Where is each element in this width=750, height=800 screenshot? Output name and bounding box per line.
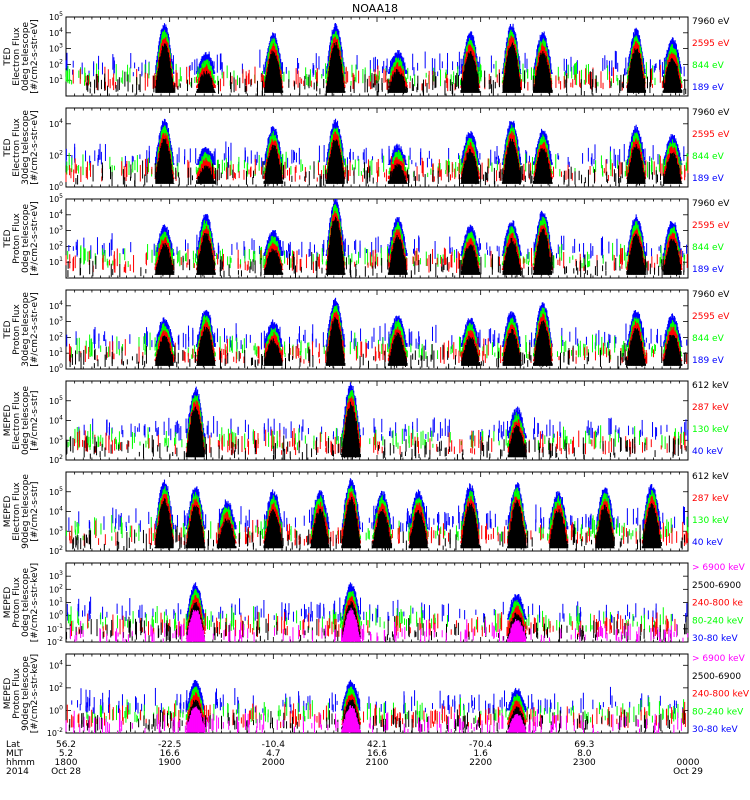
y-axis-label: TED <box>3 138 13 157</box>
y-axis-label: TED <box>3 47 13 66</box>
chart-title: NOAA18 <box>352 2 398 15</box>
legend-label: 2595 eV <box>692 39 730 49</box>
y-axis-label: 0deg telescope <box>21 204 31 274</box>
legend-label: 844 eV <box>692 152 725 162</box>
legend-label: 844 eV <box>692 61 725 71</box>
legend-label: 844 eV <box>692 243 725 253</box>
y-tick-label: 102 <box>49 149 63 160</box>
panel-1: 101 102 103 104 105 TED Electron Flux 0deg tele… <box>3 11 730 97</box>
y-tick-label: 102 <box>49 58 63 69</box>
legend-label: 189 eV <box>692 265 725 275</box>
y-axis-label: Electron Flux <box>12 27 22 86</box>
y-tick-label: 101 <box>49 74 63 85</box>
y-axis-label: [#/cm2-s-str-eV] <box>30 110 40 185</box>
y-axis-label: TED <box>3 229 13 248</box>
series-black <box>86 41 687 96</box>
y-tick-label: 100 <box>49 181 63 192</box>
legend-label: 7960 eV <box>692 17 730 27</box>
legend-label: 2595 eV <box>692 221 730 231</box>
y-tick-label: 104 <box>49 27 63 38</box>
series-black <box>75 138 683 187</box>
y-tick-label: 103 <box>49 43 63 54</box>
y-tick-label: 103 <box>49 225 63 236</box>
panel-2: 100 102 104 TED Electron Flux 30deg telescope… <box>3 107 730 192</box>
y-axis-label: 0deg telescope <box>21 22 31 92</box>
legend-label: 189 eV <box>692 83 725 93</box>
y-tick-label: 102 <box>49 240 63 251</box>
y-tick-label: 105 <box>49 193 63 204</box>
panel-3: 101 102 103 104 105 TED Proton Flux 0deg telesc… <box>3 193 730 279</box>
y-axis-label: [#/cm2-s-str-eV] <box>30 201 40 276</box>
y-axis-label: Proton Flux <box>12 213 22 264</box>
y-tick-label: 104 <box>49 209 63 220</box>
legend-label: 2595 eV <box>692 130 730 140</box>
legend-label: 189 eV <box>692 174 725 184</box>
y-axis-label: 30deg telescope <box>21 110 31 185</box>
y-tick-label: 104 <box>49 118 63 129</box>
y-axis-label: Electron Flux <box>12 118 22 177</box>
y-tick-label: 105 <box>49 11 63 22</box>
y-axis-label: [#/cm2-s-str-eV] <box>30 19 40 94</box>
legend-label: 7960 eV <box>692 108 730 118</box>
y-tick-label: 101 <box>49 256 63 267</box>
legend-label: 7960 eV <box>692 199 730 209</box>
